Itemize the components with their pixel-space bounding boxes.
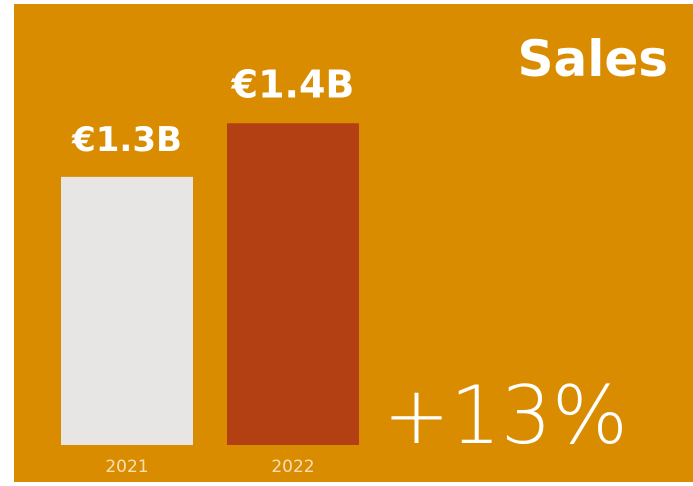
bar	[227, 123, 359, 445]
change-annotation: +13%	[383, 369, 628, 462]
value-label: €1.4B	[231, 62, 355, 106]
value-label: €1.3B	[71, 120, 182, 160]
x-tick-label: 2022	[271, 457, 314, 477]
chart-title: Sales	[517, 30, 668, 88]
bar	[61, 176, 193, 445]
x-tick-label: 2021	[105, 457, 148, 477]
